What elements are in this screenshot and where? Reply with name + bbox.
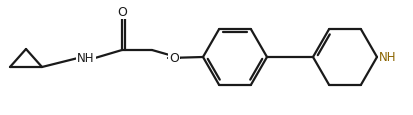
Text: NH: NH bbox=[77, 52, 95, 65]
Text: O: O bbox=[169, 52, 178, 65]
Text: NH: NH bbox=[378, 51, 396, 64]
Text: O: O bbox=[117, 5, 127, 18]
